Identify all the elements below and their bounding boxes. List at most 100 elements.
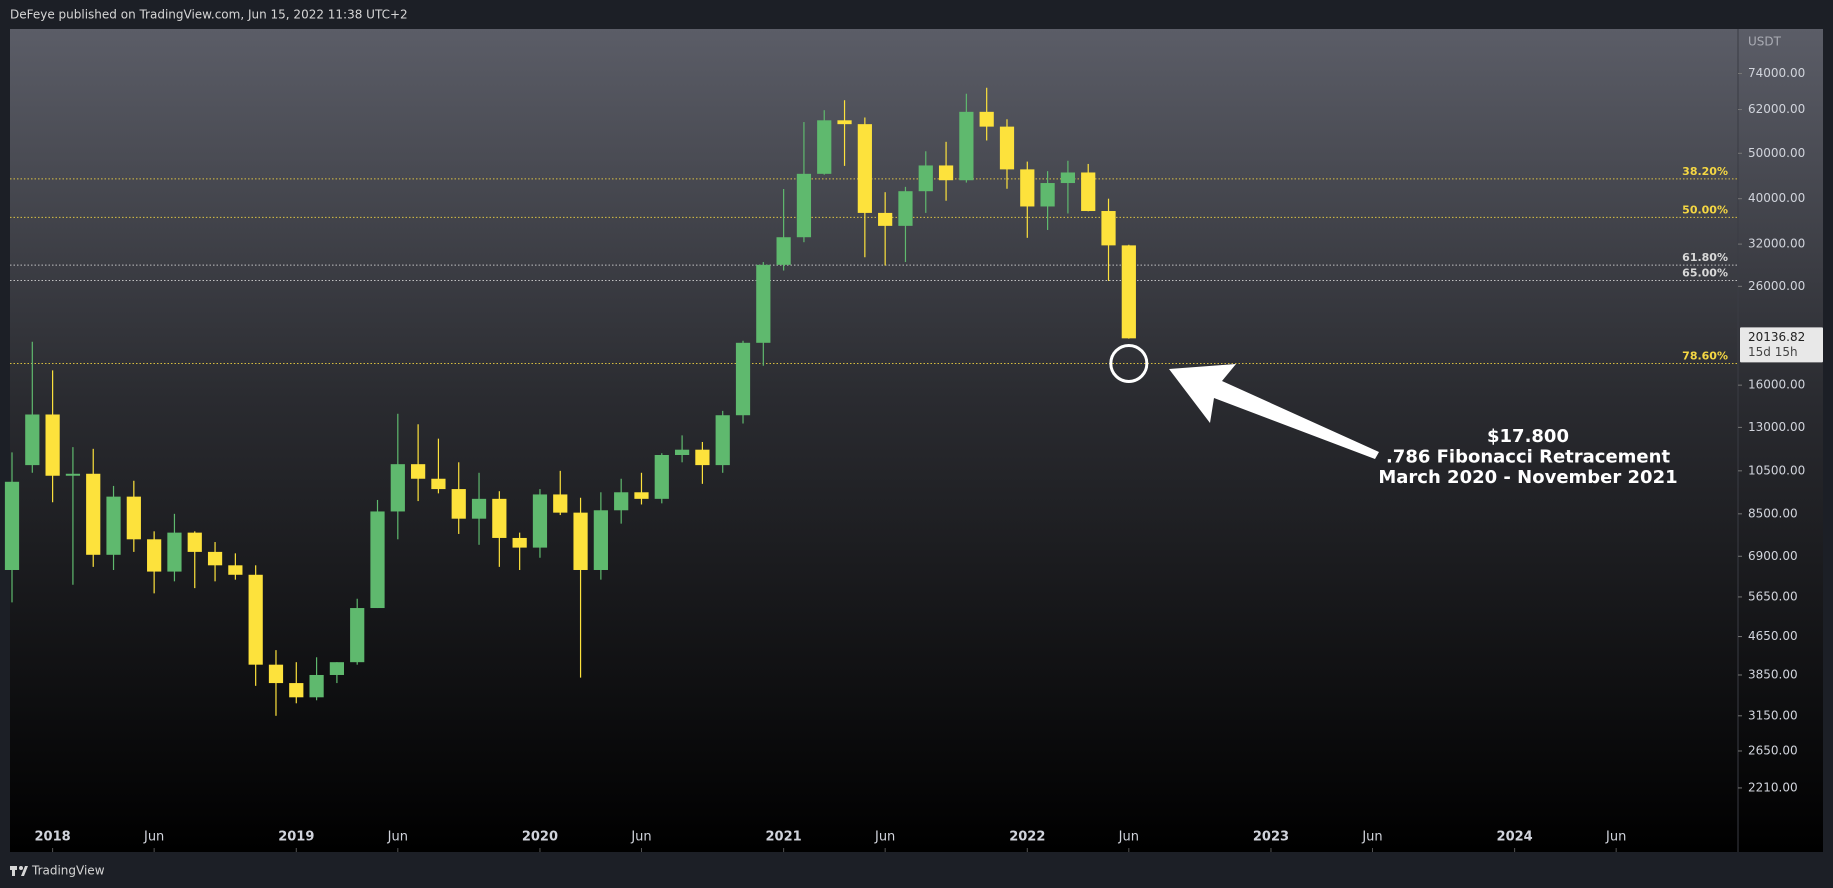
- candle-body: [817, 120, 832, 174]
- fib-label: 50.00%: [1682, 203, 1728, 216]
- y-tick-label: 10500.00: [1748, 463, 1805, 477]
- candle-body: [715, 415, 730, 466]
- fib-label: 61.80%: [1682, 251, 1728, 264]
- candle-body: [796, 173, 812, 238]
- candle-body: [999, 126, 1015, 170]
- x-tick-label: 2021: [766, 830, 802, 845]
- annotation: .786 Fibonacci Retracement: [1386, 447, 1670, 468]
- candle-body: [126, 496, 141, 540]
- candle-body: [309, 674, 324, 698]
- candle-body: [512, 537, 527, 548]
- footer: TradingView: [31, 864, 105, 878]
- target-circle: [1109, 343, 1149, 383]
- fib-label: 65.00%: [1682, 266, 1728, 279]
- fib-label: 38.20%: [1682, 165, 1728, 178]
- y-tick-label: 16000.00: [1748, 378, 1805, 392]
- candle-body: [86, 473, 101, 555]
- candle-body: [106, 496, 121, 555]
- candle-body: [898, 191, 913, 226]
- y-tick-label: 2210.00: [1748, 780, 1798, 794]
- x-tick-label: Jun: [1361, 830, 1382, 845]
- candle-body: [614, 492, 629, 511]
- header: DeFeye published on TradingView.com, Jun…: [10, 8, 408, 22]
- candle-body: [65, 473, 81, 476]
- candle-body: [147, 539, 162, 572]
- countdown: 15d 15h: [1748, 345, 1798, 359]
- y-tick-label: 62000.00: [1748, 102, 1805, 116]
- candle-body: [289, 683, 304, 698]
- x-tick-label: Jun: [630, 830, 651, 845]
- candle-body: [634, 492, 649, 499]
- candle-body: [492, 498, 507, 538]
- candle-body: [1040, 183, 1055, 207]
- y-tick-label: 50000.00: [1748, 146, 1805, 160]
- x-tick-label: Jun: [143, 830, 164, 845]
- candle-body: [1020, 169, 1035, 207]
- candle-body: [45, 414, 60, 476]
- candle-body: [167, 532, 182, 572]
- y-tick-label: 4650.00: [1748, 629, 1798, 643]
- candle-body: [532, 494, 548, 548]
- candle-body: [1081, 172, 1096, 212]
- y-tick-label: 8500.00: [1748, 506, 1798, 520]
- y-tick-label: 6900.00: [1748, 549, 1798, 563]
- candle-body: [654, 455, 669, 499]
- y-tick-label: 3850.00: [1748, 667, 1798, 681]
- y-tick-label: 32000.00: [1748, 237, 1805, 251]
- candle-body: [431, 478, 446, 490]
- y-tick-label: 40000.00: [1748, 191, 1805, 205]
- y-tick-label: 74000.00: [1748, 66, 1805, 80]
- candle-body: [553, 494, 568, 513]
- y-tick-label: 13000.00: [1748, 420, 1805, 434]
- last-price-label: 20136.82: [1748, 330, 1805, 344]
- candle-body: [4, 481, 20, 570]
- candle-body: [674, 449, 690, 456]
- x-tick-label: 2020: [522, 830, 558, 845]
- y-tick-label: 5650.00: [1748, 589, 1798, 603]
- candle-body: [451, 489, 466, 519]
- candle-body: [248, 574, 263, 665]
- last-price-box: [1740, 327, 1823, 363]
- x-tick-label: Jun: [1605, 830, 1626, 845]
- y-tick-label: 3150.00: [1748, 708, 1798, 722]
- candle-body: [1101, 211, 1116, 246]
- candle-body: [756, 264, 771, 343]
- candle-body: [593, 510, 608, 570]
- annotation: $17.800: [1487, 426, 1569, 447]
- fib-label: 78.60%: [1682, 349, 1728, 362]
- candle-body: [837, 120, 852, 125]
- annotation: March 2020 - November 2021: [1378, 467, 1677, 488]
- x-tick-label: 2022: [1009, 830, 1045, 845]
- candle-body: [573, 512, 588, 570]
- arrow: [1169, 364, 1379, 459]
- candle-body: [1121, 245, 1136, 339]
- x-tick-label: 2018: [35, 830, 71, 845]
- candle-body: [1060, 172, 1076, 184]
- candles: [4, 87, 1136, 716]
- candle-body: [918, 165, 933, 192]
- x-tick-label: Jun: [1118, 830, 1139, 845]
- x-tick-label: Jun: [874, 830, 895, 845]
- candle-body: [187, 532, 202, 552]
- candle-body: [25, 414, 40, 466]
- x-tick-label: 2023: [1253, 830, 1289, 845]
- candle-body: [878, 212, 893, 226]
- candle-body: [979, 111, 994, 127]
- candle-body: [471, 498, 487, 519]
- x-tick-label: Jun: [387, 830, 408, 845]
- y-tick-label: 2650.00: [1748, 743, 1798, 757]
- candle-body: [938, 165, 954, 181]
- candle-body: [695, 449, 710, 466]
- candle-body: [370, 511, 385, 609]
- candle-body: [207, 551, 223, 566]
- candle-body: [268, 664, 284, 684]
- currency: USDT: [1748, 35, 1782, 49]
- candle-body: [959, 111, 974, 181]
- candle-body: [735, 342, 751, 416]
- candle-body: [776, 237, 791, 265]
- candle-body: [329, 662, 345, 675]
- candle-body: [390, 464, 405, 512]
- candle-body: [228, 565, 243, 575]
